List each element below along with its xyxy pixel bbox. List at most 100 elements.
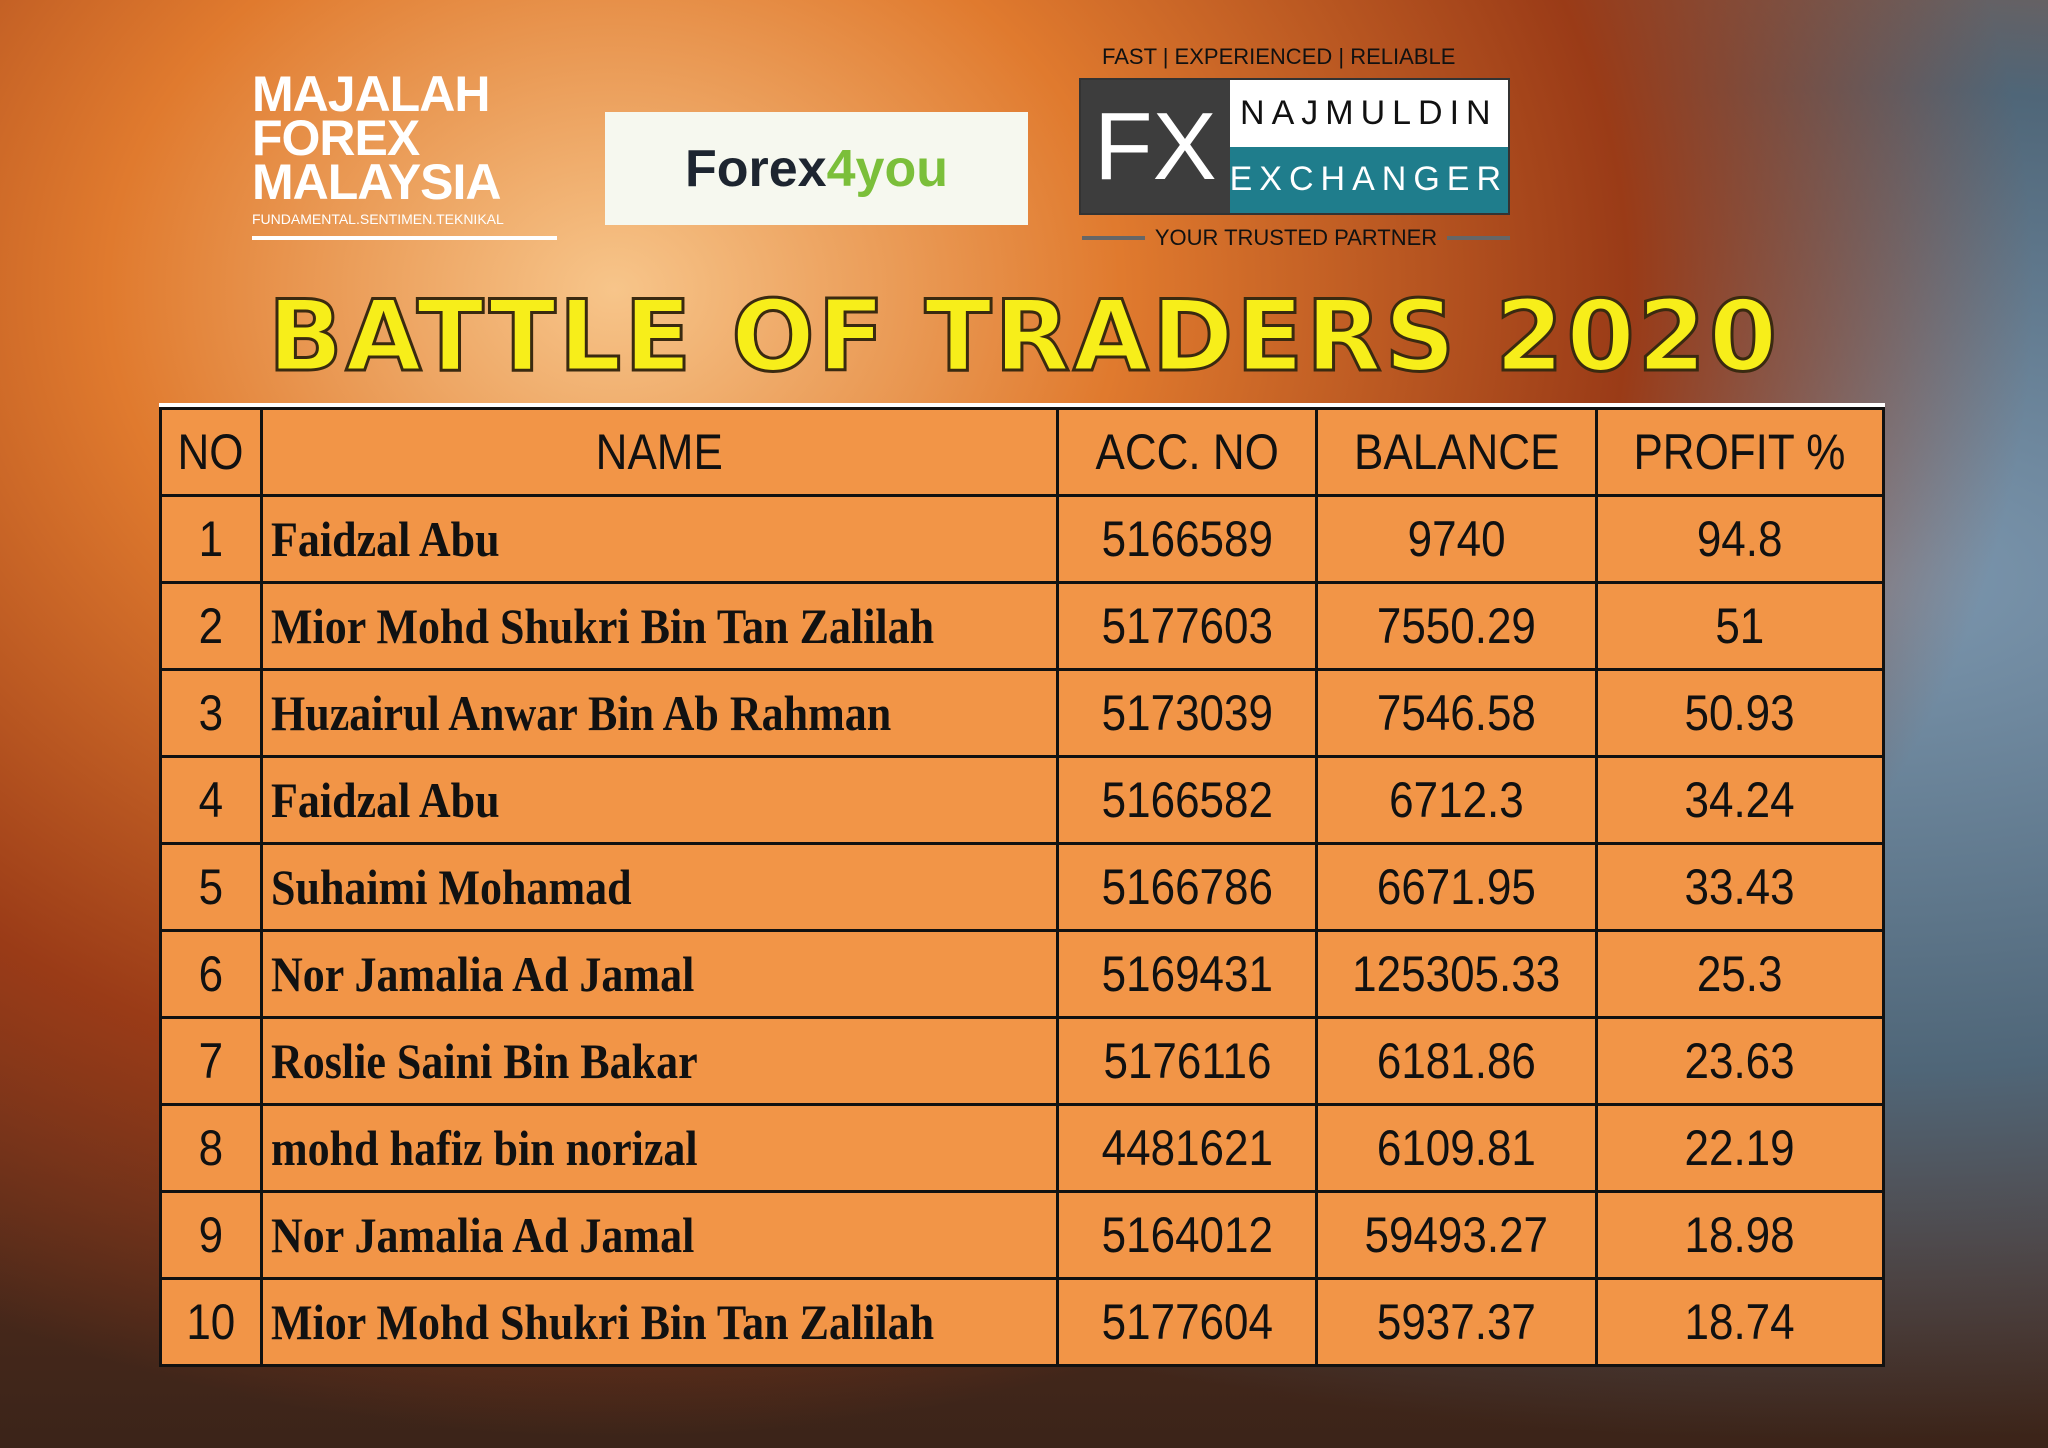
- cell-text: 6712.3: [1389, 772, 1524, 828]
- profit-cell: 94.8: [1594, 494, 1886, 584]
- logo-line: MALAYSIA: [252, 154, 502, 210]
- account-cell: 4481621: [1056, 1103, 1319, 1193]
- balance-cell: 59493.27: [1315, 1190, 1598, 1280]
- logo-text: Forex: [685, 139, 827, 198]
- cell-text: 23.63: [1684, 1033, 1795, 1089]
- cell-text: 50.93: [1684, 685, 1795, 741]
- cell-text: 5937.37: [1376, 1294, 1537, 1350]
- cell-text: 18.74: [1684, 1294, 1795, 1350]
- cell-text: 94.8: [1697, 511, 1783, 567]
- profit-cell: 33.43: [1594, 842, 1886, 932]
- cell-text: 51: [1715, 598, 1765, 654]
- header-label: NO: [177, 424, 244, 480]
- header-label: BALANCE: [1353, 424, 1560, 480]
- cell-text: 125305.33: [1352, 946, 1561, 1002]
- logo-line: FOREX: [252, 110, 420, 166]
- cell-text: 5176116: [1103, 1033, 1272, 1089]
- cell-text: 6671.95: [1376, 859, 1537, 915]
- rank-cell: 9: [159, 1190, 263, 1280]
- cell-text: 34.24: [1684, 772, 1795, 828]
- rank-cell: 10: [159, 1277, 263, 1367]
- table-row: 10 Mior Mohd Shukri Bin Tan Zalilah 517760…: [159, 1277, 1886, 1367]
- cell-text: Mior Mohd Shukri Bin Tan Zalilah: [270, 1294, 934, 1350]
- cell-text: Mior Mohd Shukri Bin Tan Zalilah: [270, 598, 934, 654]
- logo-line: MAJALAH: [252, 66, 490, 122]
- balance-cell: 6109.81: [1315, 1103, 1598, 1193]
- balance-cell: 125305.33: [1315, 929, 1598, 1019]
- cell-text: 6: [198, 946, 224, 1002]
- cell-text: 10: [186, 1294, 236, 1350]
- rank-cell: 8: [159, 1103, 263, 1193]
- header-label: ACC. NO: [1095, 424, 1279, 480]
- table-row: 4 Faidzal Abu 5166582 6712.3 34.24: [159, 755, 1886, 845]
- cell-text: Faidzal Abu: [270, 772, 500, 828]
- table-row: 6 Nor Jamalia Ad Jamal 5169431 125305.33 25.…: [159, 929, 1886, 1019]
- name-cell: Suhaimi Mohamad: [259, 842, 1060, 932]
- account-cell: 5176116: [1056, 1016, 1319, 1106]
- header-acc-no: ACC. NO: [1056, 407, 1319, 497]
- fx-mark: FX: [1081, 80, 1230, 213]
- najmuldin-subtitle: YOUR TRUSTED PARTNER: [1082, 225, 1510, 251]
- cell-text: Nor Jamalia Ad Jamal: [270, 946, 694, 1002]
- cell-text: 59493.27: [1364, 1207, 1549, 1263]
- cell-text: 3: [198, 685, 224, 741]
- cell-text: Nor Jamalia Ad Jamal: [270, 1207, 694, 1263]
- cell-text: 7550.29: [1376, 598, 1537, 654]
- majalah-forex-malaysia-logo: MAJALAH FOREX MALAYSIA FUNDAMENTAL.SENTI…: [252, 66, 557, 240]
- cell-text: 1: [198, 511, 224, 567]
- account-cell: 5164012: [1056, 1190, 1319, 1280]
- cell-text: 22.19: [1684, 1120, 1795, 1176]
- cell-text: 5177604: [1101, 1294, 1273, 1350]
- account-cell: 5173039: [1056, 668, 1319, 758]
- account-cell: 5177603: [1056, 581, 1319, 671]
- cell-text: 4: [198, 772, 224, 828]
- forex4you-logo: Forex 4you: [605, 112, 1028, 225]
- account-cell: 5169431: [1056, 929, 1319, 1019]
- profit-cell: 50.93: [1594, 668, 1886, 758]
- logo-tagline: FUNDAMENTAL.SENTIMEN.TEKNIKAL: [252, 211, 504, 227]
- balance-cell: 7550.29: [1315, 581, 1598, 671]
- rank-cell: 5: [159, 842, 263, 932]
- cell-text: 4481621: [1101, 1120, 1273, 1176]
- table-row: 7 Roslie Saini Bin Bakar 5176116 6181.86 23.…: [159, 1016, 1886, 1106]
- cell-text: Roslie Saini Bin Bakar: [270, 1033, 698, 1089]
- page-title: BATTLE OF TRADERS 2020: [266, 279, 1781, 396]
- profit-cell: 18.98: [1594, 1190, 1886, 1280]
- cell-text: Huzairul Anwar Bin Ab Rahman: [270, 685, 891, 741]
- name-cell: Mior Mohd Shukri Bin Tan Zalilah: [259, 581, 1060, 671]
- rank-cell: 7: [159, 1016, 263, 1106]
- name-cell: Roslie Saini Bin Bakar: [259, 1016, 1060, 1106]
- najmuldin-slogan: FAST | EXPERIENCED | RELIABLE: [1102, 44, 1456, 69]
- cell-text: 5166589: [1101, 511, 1273, 567]
- cell-text: 5177603: [1101, 598, 1273, 654]
- leaderboard-table: NO NAME ACC. NO BALANCE PROFIT % 1 Faidzal Ab…: [159, 403, 1886, 1367]
- balance-cell: 6181.86: [1315, 1016, 1598, 1106]
- balance-cell: 7546.58: [1315, 668, 1598, 758]
- cell-text: 2: [198, 598, 224, 654]
- account-cell: 5166589: [1056, 494, 1319, 584]
- header-label: PROFIT %: [1633, 424, 1846, 480]
- najmuldin-fx-logo: FX NAJMULDIN EXCHANGER: [1079, 78, 1510, 215]
- name-cell: Faidzal Abu: [259, 494, 1060, 584]
- table-row: 3 Huzairul Anwar Bin Ab Rahman 5173039 7546…: [159, 668, 1886, 758]
- rank-cell: 2: [159, 581, 263, 671]
- header-profit: PROFIT %: [1594, 407, 1886, 497]
- cell-text: 6109.81: [1376, 1120, 1537, 1176]
- profit-cell: 34.24: [1594, 755, 1886, 845]
- table-row: 8 mohd hafiz bin norizal 4481621 6109.81 22.…: [159, 1103, 1886, 1193]
- subtitle-text: YOUR TRUSTED PARTNER: [1154, 225, 1438, 250]
- cell-text: Faidzal Abu: [270, 511, 500, 567]
- cell-text: 6181.86: [1376, 1033, 1537, 1089]
- cell-text: 33.43: [1684, 859, 1795, 915]
- logo-underline: [252, 236, 557, 240]
- name-cell: mohd hafiz bin norizal: [259, 1103, 1060, 1193]
- table-row: 2 Mior Mohd Shukri Bin Tan Zalilah 5177603…: [159, 581, 1886, 671]
- cell-text: 9: [198, 1207, 224, 1263]
- name-cell: Faidzal Abu: [259, 755, 1060, 845]
- profit-cell: 22.19: [1594, 1103, 1886, 1193]
- cell-text: 5173039: [1101, 685, 1273, 741]
- balance-cell: 6712.3: [1315, 755, 1598, 845]
- rank-cell: 4: [159, 755, 263, 845]
- cell-text: 5166582: [1101, 772, 1273, 828]
- table-row: 9 Nor Jamalia Ad Jamal 5164012 59493.27 18.9…: [159, 1190, 1886, 1280]
